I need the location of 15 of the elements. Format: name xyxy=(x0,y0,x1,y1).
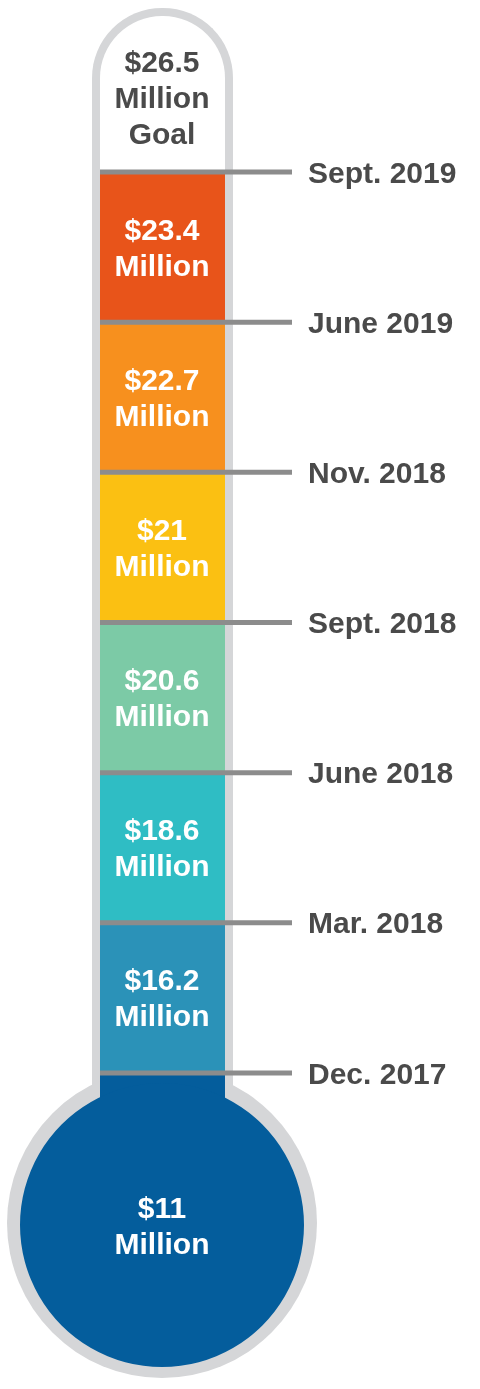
data-label: $11 Million xyxy=(114,1190,210,1260)
data-label: $16.2 Million xyxy=(114,963,210,1033)
category-label: Sept. 2018 xyxy=(308,606,457,639)
category-label: June 2018 xyxy=(308,756,454,790)
data-label: $20.6 Million xyxy=(114,663,210,733)
data-label: $23.4 Million xyxy=(114,212,210,282)
category-label: Nov. 2018 xyxy=(308,455,446,489)
category-label: Dec. 2017 xyxy=(308,1056,447,1090)
data-label: $18.6 Million xyxy=(114,813,210,883)
data-label: $22.7 Million xyxy=(114,362,210,432)
text: $26.5 Million Goal xyxy=(114,44,210,150)
category-label: June 2019 xyxy=(308,305,454,339)
category-label: Sept. 2019 xyxy=(308,155,457,189)
data-label: $21 Million xyxy=(114,512,210,582)
category-label: Mar. 2018 xyxy=(308,906,444,940)
